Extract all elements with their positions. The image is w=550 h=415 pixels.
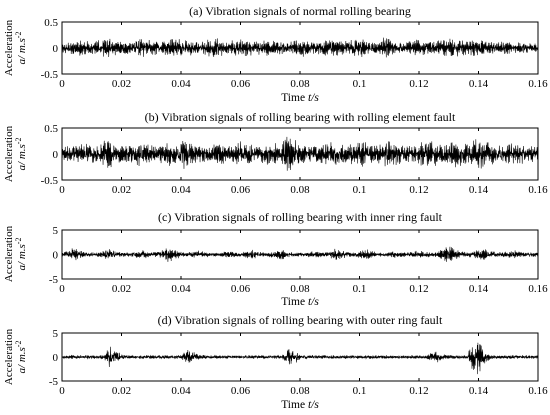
y-axis-label-line2: a/ m.s-2 xyxy=(14,341,29,374)
chart-title: (a) Vibration signals of normal rolling … xyxy=(189,4,411,18)
y-tick-label: -0.5 xyxy=(41,69,59,81)
x-tick-label: 0.06 xyxy=(231,283,251,295)
x-tick-label: 0 xyxy=(59,283,65,295)
x-tick-label: 0.12 xyxy=(409,184,428,196)
y-axis-label-exponent: -2 xyxy=(14,238,23,245)
y-axis-label-exponent: -2 xyxy=(14,138,23,145)
x-tick-label: 0 xyxy=(59,385,65,397)
y-axis-label-line2: a/ m.s-2 xyxy=(14,32,29,65)
x-tick-label: 0.08 xyxy=(290,78,310,90)
y-tick-label: 0 xyxy=(53,43,59,55)
x-tick-label: 0 xyxy=(59,184,65,196)
series-line xyxy=(61,136,539,171)
y-axis-label-line2: a/ m.s-2 xyxy=(14,238,29,271)
y-axis-label: Acceleration a/ m.s-2 xyxy=(3,19,28,76)
y-tick-label: 5 xyxy=(53,328,59,340)
x-tick-label: 0.1 xyxy=(353,184,367,196)
x-tick-label: 0.08 xyxy=(290,385,310,397)
x-tick-label: 0.16 xyxy=(528,385,548,397)
x-tick-label: 0.1 xyxy=(353,283,367,295)
x-axis-label-unit: t/s xyxy=(308,92,319,104)
x-axis-label-unit: t/s xyxy=(308,399,319,411)
x-axis-label: Time t/s xyxy=(281,399,319,411)
x-tick-label: 0.12 xyxy=(409,283,428,295)
chart-panel-a: (a) Vibration signals of normal rolling … xyxy=(3,4,548,104)
y-axis-label-unit: a/ m.s xyxy=(16,38,28,64)
x-tick-label: 0.14 xyxy=(469,78,489,90)
chart-panel-d: (d) Vibration signals of rolling bearing… xyxy=(3,313,548,411)
x-tick-label: 0.02 xyxy=(112,184,131,196)
x-tick-label: 0.16 xyxy=(528,283,548,295)
x-axis-label-main: Time xyxy=(281,296,308,308)
x-tick-label: 0.12 xyxy=(409,385,428,397)
x-tick-label: 0.08 xyxy=(290,184,310,196)
x-tick-label: 0.1 xyxy=(353,385,367,397)
x-tick-label: 0.02 xyxy=(112,385,131,397)
chart-title: (b) Vibration signals of rolling bearing… xyxy=(145,110,456,124)
x-tick-label: 0.16 xyxy=(528,184,548,196)
x-tick-label: 0.04 xyxy=(171,385,191,397)
chart-panel-b: (b) Vibration signals of rolling bearing… xyxy=(3,110,548,196)
y-axis-label: Acceleration a/ m.s-2 xyxy=(3,125,28,182)
x-tick-label: 0.02 xyxy=(112,283,131,295)
chart-title: (d) Vibration signals of rolling bearing… xyxy=(158,313,443,327)
x-axis-label: Time t/s xyxy=(281,92,319,104)
x-axis-label-main: Time xyxy=(281,399,308,411)
x-tick-label: 0.04 xyxy=(171,78,191,90)
x-tick-label: 0.16 xyxy=(528,78,548,90)
series-line xyxy=(61,37,539,58)
y-axis-label-exponent: -2 xyxy=(14,32,23,39)
y-tick-label: 0 xyxy=(53,352,59,364)
x-tick-label: 0.14 xyxy=(469,283,489,295)
series-line xyxy=(61,246,539,262)
y-tick-label: 0.5 xyxy=(44,123,58,135)
y-tick-label: -5 xyxy=(49,274,59,286)
chart-panel-c: (c) Vibration signals of rolling bearing… xyxy=(3,210,548,308)
chart-title: (c) Vibration signals of rolling bearing… xyxy=(158,210,443,224)
y-tick-label: 0.5 xyxy=(44,17,58,29)
y-axis-label-unit: a/ m.s xyxy=(16,347,28,373)
y-axis-label-line1: Acceleration xyxy=(3,125,15,182)
y-axis-label-unit: a/ m.s xyxy=(16,144,28,170)
y-tick-label: -0.5 xyxy=(41,175,59,187)
y-tick-label: -5 xyxy=(49,376,59,388)
x-tick-label: 0.08 xyxy=(290,283,310,295)
y-axis-label-line1: Acceleration xyxy=(3,19,15,76)
x-tick-label: 0.04 xyxy=(171,184,191,196)
x-tick-label: 0.1 xyxy=(353,78,367,90)
x-tick-label: 0.06 xyxy=(231,78,251,90)
x-tick-label: 0.04 xyxy=(171,283,191,295)
y-axis-label-line1: Acceleration xyxy=(3,328,15,385)
y-axis-label: Acceleration a/ m.s-2 xyxy=(3,225,28,282)
y-axis-label: Acceleration a/ m.s-2 xyxy=(3,328,28,385)
y-axis-label-line2: a/ m.s-2 xyxy=(14,138,29,171)
y-axis-label-unit: a/ m.s xyxy=(16,244,28,270)
x-tick-label: 0.14 xyxy=(469,385,489,397)
x-tick-label: 0.14 xyxy=(469,184,489,196)
y-axis-label-exponent: -2 xyxy=(14,341,23,348)
series-line xyxy=(61,342,539,375)
x-tick-label: 0.12 xyxy=(409,78,428,90)
x-axis-label-unit: t/s xyxy=(308,296,319,308)
y-tick-label: 0 xyxy=(53,250,59,262)
x-tick-label: 0 xyxy=(59,78,65,90)
y-tick-label: 0 xyxy=(53,149,59,161)
x-axis-label-main: Time xyxy=(281,92,308,104)
x-tick-label: 0.06 xyxy=(231,184,251,196)
x-tick-label: 0.02 xyxy=(112,78,131,90)
x-tick-label: 0.06 xyxy=(231,385,251,397)
y-axis-label-line1: Acceleration xyxy=(3,225,15,282)
x-axis-label: Time t/s xyxy=(281,296,319,308)
y-tick-label: 5 xyxy=(53,225,59,237)
